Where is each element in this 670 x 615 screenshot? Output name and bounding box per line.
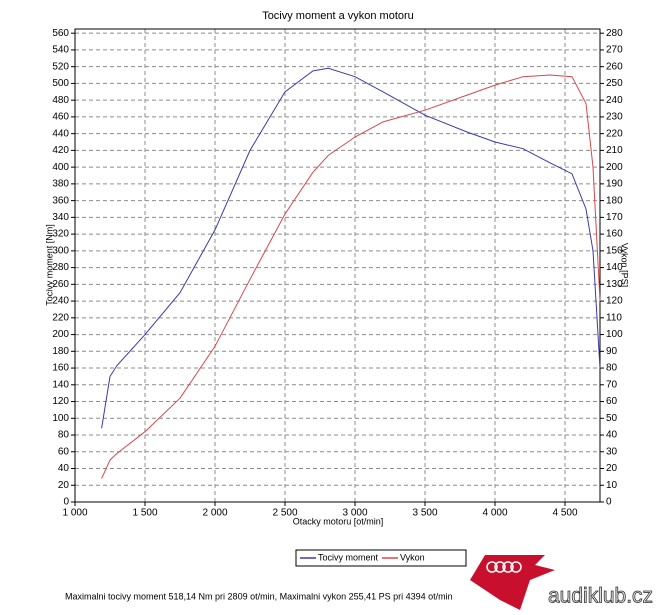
y-tick-label: 300 (52, 245, 69, 256)
y2-tick-label: 280 (606, 28, 623, 39)
y2-tick-label: 140 (606, 262, 623, 273)
y-tick-label: 80 (58, 430, 70, 441)
x-tick-label: 1 000 (62, 508, 87, 519)
y-tick-label: 540 (52, 45, 69, 56)
y2-tick-label: 100 (606, 329, 623, 340)
y2-tick-label: 120 (606, 296, 623, 307)
y2-tick-label: 70 (606, 379, 618, 390)
logo-ring (502, 561, 514, 573)
logo-shape (470, 555, 555, 610)
y-tick-label: 480 (52, 95, 69, 106)
y2-tick-label: 80 (606, 363, 618, 374)
y-tick-label: 60 (58, 446, 70, 457)
x-axis-label: Otacky motoru [ot/min] (293, 516, 384, 526)
y-tick-label: 260 (52, 279, 69, 290)
y2-tick-label: 180 (606, 195, 623, 206)
y-tick-label: 340 (52, 212, 69, 223)
y2-tick-label: 110 (606, 312, 622, 323)
y-tick-label: 20 (58, 480, 70, 491)
y2-tick-label: 0 (606, 497, 612, 508)
footer: Maximalni tocivy moment 518,14 Nm pri 28… (65, 591, 453, 601)
x-tick-label: 4 500 (552, 508, 577, 519)
y-tick-label: 320 (52, 229, 69, 240)
y2-tick-label: 240 (606, 95, 623, 106)
y2-axis-label: Vykon [PS] (620, 243, 630, 287)
y-tick-label: 220 (52, 312, 69, 323)
y2-tick-label: 10 (606, 480, 618, 491)
y-tick-label: 180 (52, 346, 69, 357)
y-tick-label: 460 (52, 112, 69, 123)
y2-tick-label: 210 (606, 145, 623, 156)
y-tick-label: 0 (63, 497, 69, 508)
y-tick-label: 240 (52, 296, 69, 307)
y2-tick-label: 130 (606, 279, 623, 290)
y-tick-label: 160 (52, 363, 69, 374)
y2-tick-label: 50 (606, 413, 618, 424)
y-tick-label: 40 (58, 463, 70, 474)
y-tick-label: 360 (52, 195, 69, 206)
legend-label: Tocivy moment (318, 552, 379, 562)
y2-tick-label: 170 (606, 212, 623, 223)
logo-ring (510, 561, 522, 573)
y2-tick-label: 190 (606, 179, 623, 190)
y2-tick-label: 230 (606, 112, 623, 123)
y2-tick-label: 270 (606, 45, 623, 56)
y2-tick-label: 40 (606, 430, 618, 441)
logo-ring (486, 561, 498, 573)
y2-tick-label: 20 (606, 463, 618, 474)
logo-ring (494, 561, 506, 573)
x-tick-label: 1 500 (132, 508, 157, 519)
y2-tick-label: 150 (606, 245, 623, 256)
logo: audiklub.cz (470, 555, 653, 610)
x-tick-label: 2 000 (202, 508, 227, 519)
series-line (101, 74, 601, 479)
x-tick-label: 2 500 (272, 508, 297, 519)
y-tick-label: 200 (52, 329, 69, 340)
y-tick-label: 560 (52, 28, 69, 39)
y2-tick-label: 160 (606, 229, 623, 240)
y-tick-label: 140 (52, 379, 69, 390)
y-axis-label: Tocivy moment [Nm] (44, 224, 54, 306)
y2-tick-label: 250 (606, 78, 623, 89)
y-tick-label: 420 (52, 145, 69, 156)
y-tick-label: 520 (52, 61, 69, 72)
y2-tick-label: 60 (606, 396, 618, 407)
legend (295, 549, 467, 567)
y-tick-label: 380 (52, 179, 69, 190)
plot-frame (74, 28, 601, 503)
y2-tick-label: 30 (606, 446, 618, 457)
y-tick-label: 440 (52, 128, 69, 139)
x-tick-label: 3 000 (342, 508, 367, 519)
y2-tick-label: 200 (606, 162, 623, 173)
y2-tick-label: 90 (606, 346, 618, 357)
y-tick-label: 280 (52, 262, 69, 273)
y-tick-label: 500 (52, 78, 69, 89)
series-line (101, 67, 601, 429)
x-tick-label: 3 500 (412, 508, 437, 519)
logo-text: audiklub.cz (548, 585, 653, 608)
y2-tick-label: 260 (606, 61, 623, 72)
legend-label: Vykon (400, 552, 425, 562)
y-tick-label: 100 (52, 413, 69, 424)
y-tick-label: 400 (52, 162, 69, 173)
y-tick-label: 120 (52, 396, 69, 407)
chart-title: Tocivy moment a vykon motoru (262, 10, 414, 22)
y2-tick-label: 220 (606, 128, 623, 139)
x-tick-label: 4 000 (482, 508, 507, 519)
